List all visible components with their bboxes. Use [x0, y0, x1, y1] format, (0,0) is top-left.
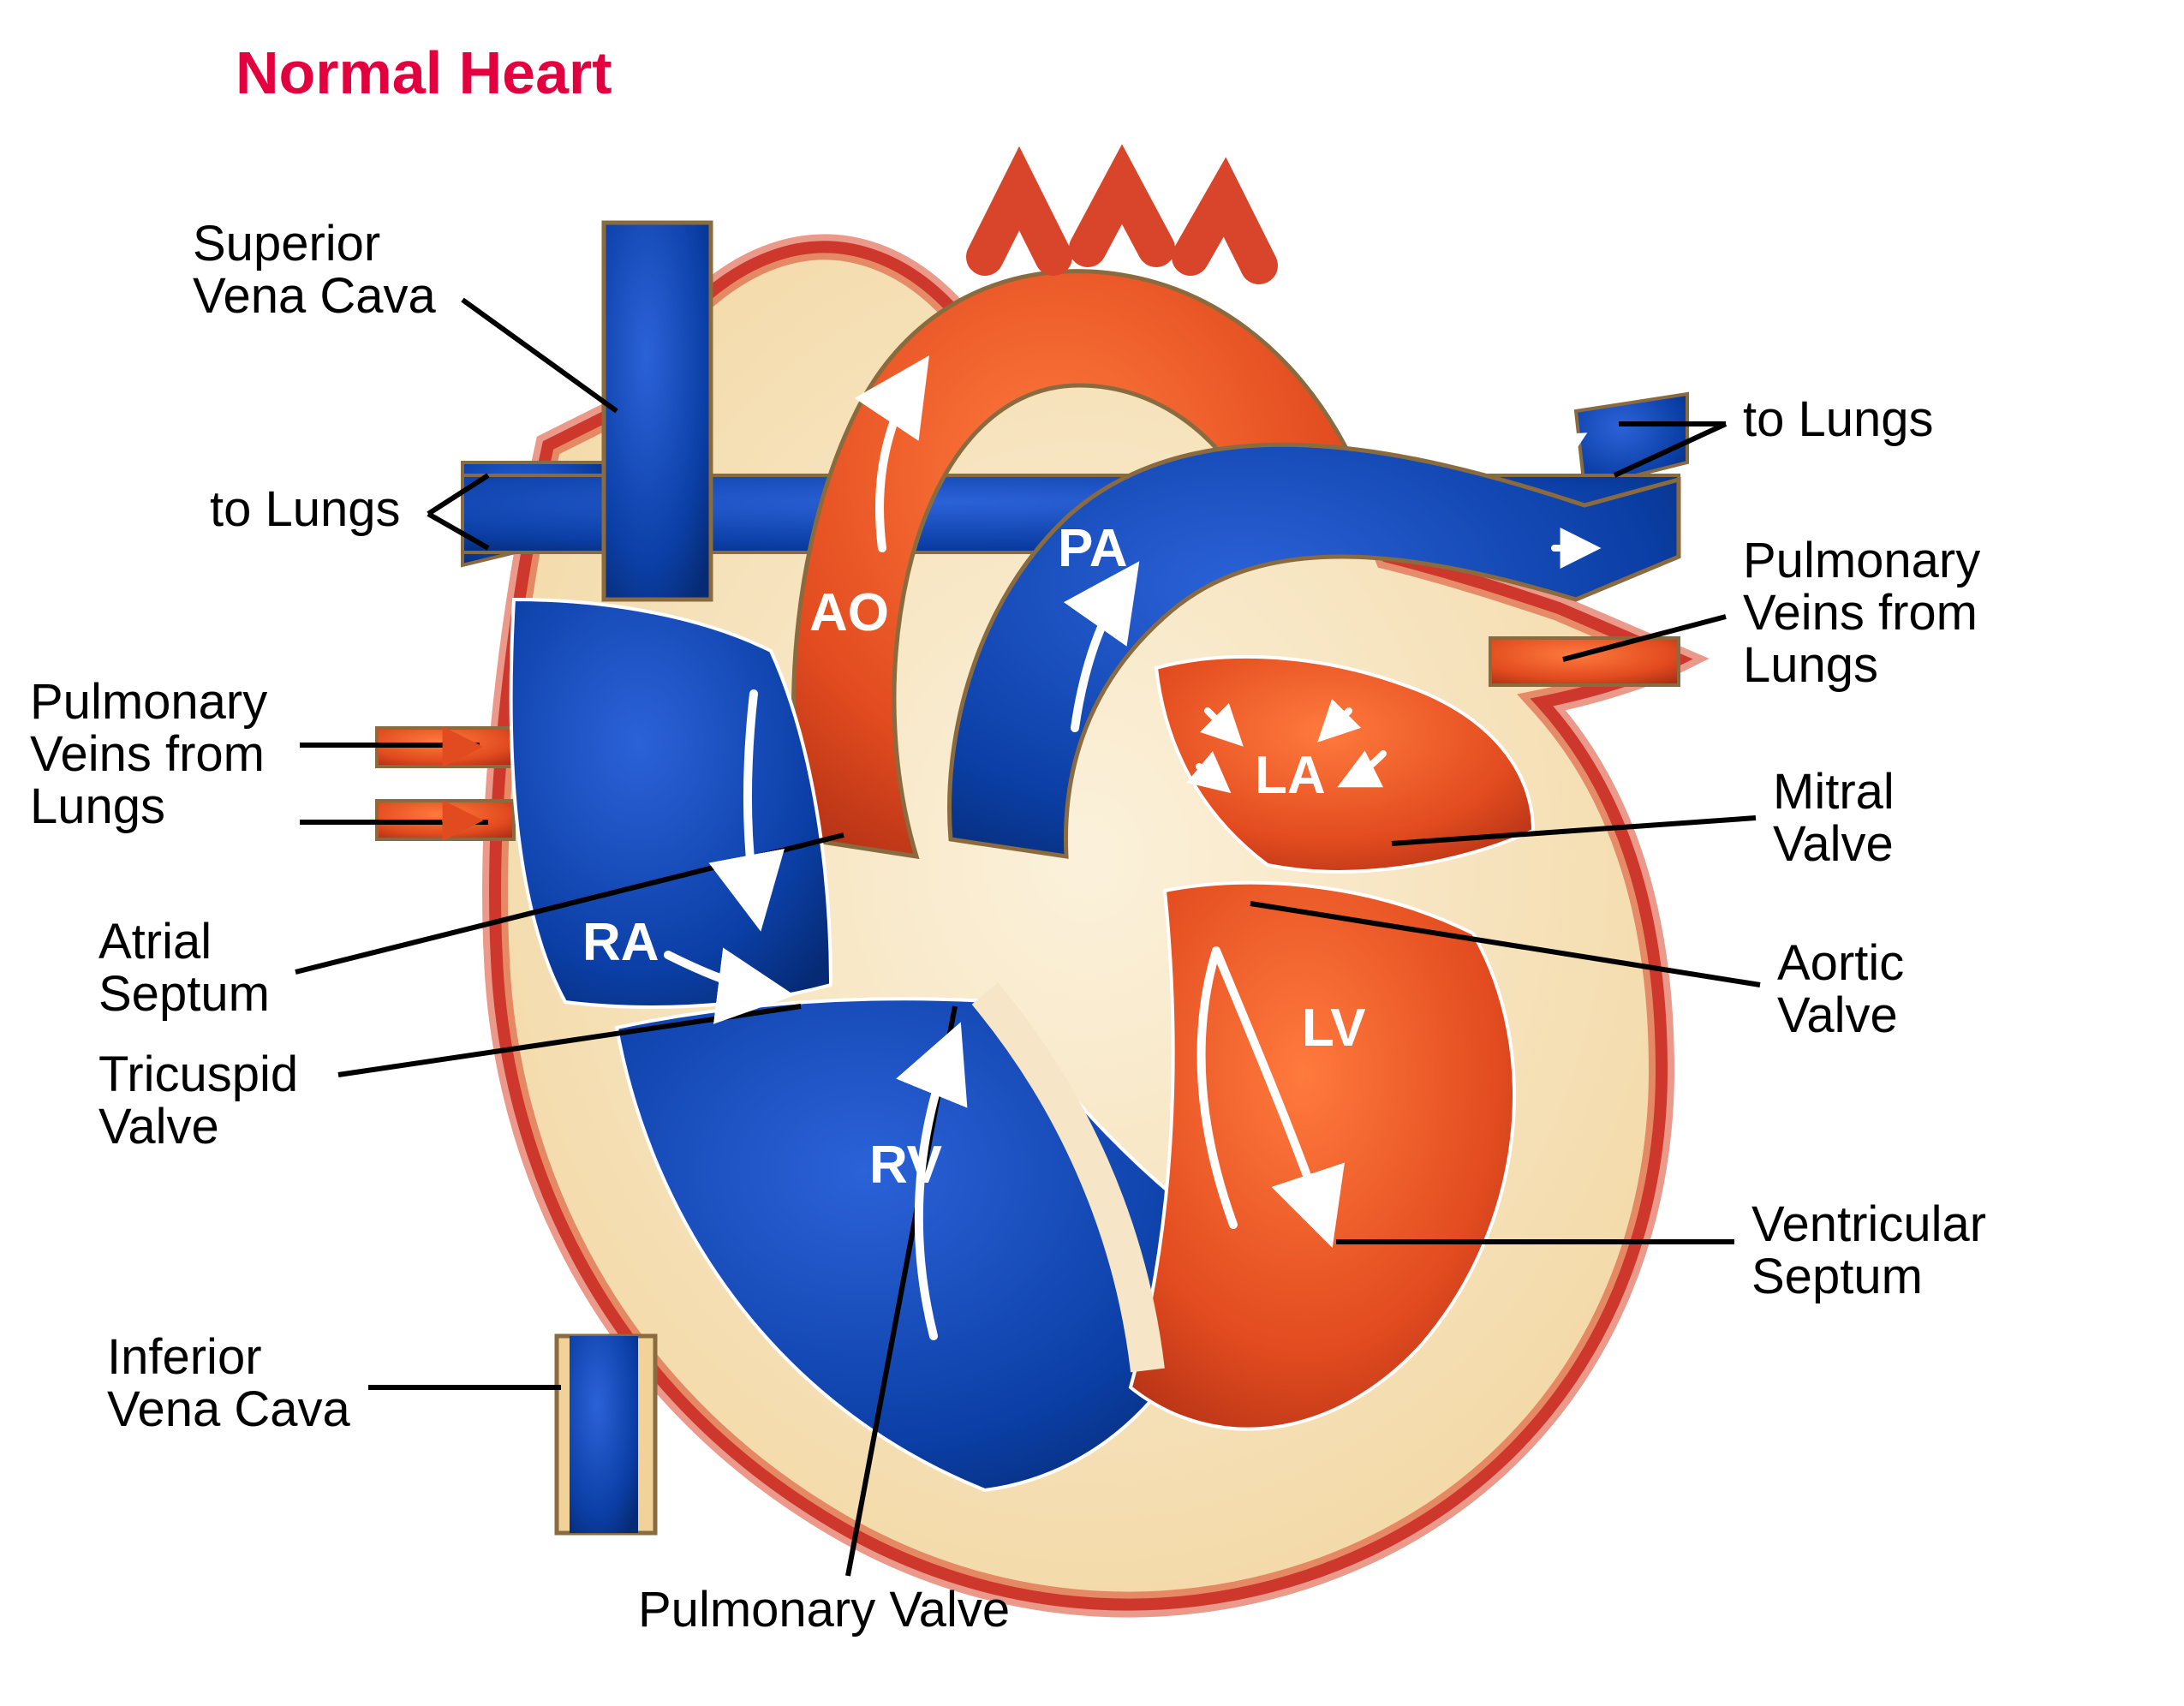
chamber-PA: PA: [1058, 518, 1128, 579]
label-pulv: Pulmonary Valve: [638, 1584, 1010, 1637]
label-ivc: Inferior Vena Cava: [107, 1332, 350, 1436]
flow-arrow: [1550, 437, 1580, 454]
chamber-RV: RV: [869, 1135, 942, 1196]
label-pvR: Pulmonary Veins from Lungs: [1743, 535, 1980, 692]
label-aov: Aortic Valve: [1777, 938, 1904, 1042]
heart-diagram: Normal Heart Superior Vena Cava to Lungs P…: [0, 0, 2184, 1706]
chamber-LA: LA: [1255, 745, 1326, 806]
label-tolungsL: to Lungs: [210, 484, 401, 536]
chamber-AO: AO: [809, 582, 889, 643]
label-asep: Atrial Septum: [98, 916, 270, 1021]
leader-svc: [462, 300, 617, 411]
label-mitral: Mitral Valve: [1773, 767, 1895, 871]
chamber-LV: LV: [1302, 998, 1366, 1059]
chamber-RA: RA: [582, 912, 659, 973]
label-tolungsR: to Lungs: [1743, 394, 1934, 446]
label-tri: Tricuspid Valve: [98, 1049, 298, 1154]
label-vsep: Ventricular Septum: [1751, 1199, 1986, 1303]
label-pvL: Pulmonary Veins from Lungs: [30, 677, 267, 833]
diagram-title: Normal Heart: [236, 39, 612, 107]
label-svc: Superior Vena Cava: [193, 218, 436, 323]
